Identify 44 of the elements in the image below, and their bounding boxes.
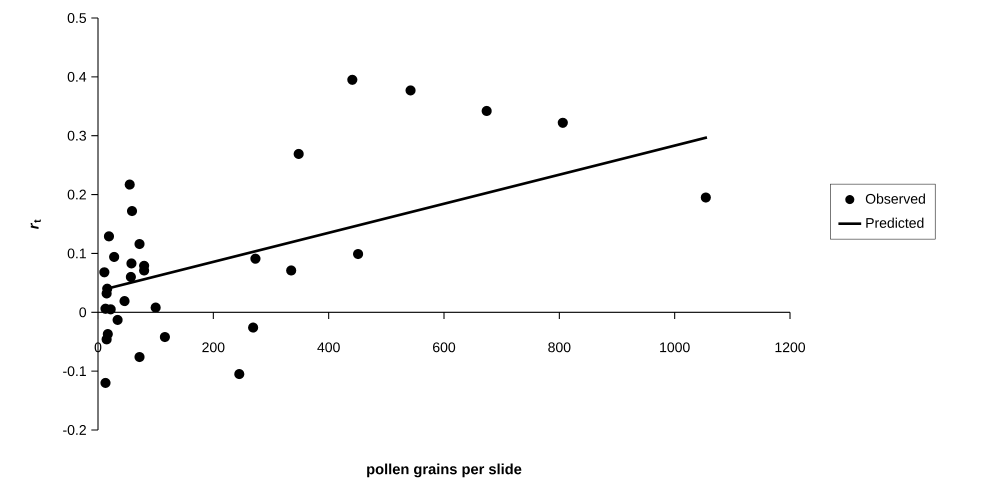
legend-label: Predicted — [866, 218, 924, 228]
y-tick-label: 0.1 — [68, 248, 86, 258]
point — [700, 192, 711, 203]
point — [347, 74, 358, 85]
point — [482, 106, 492, 116]
y-tick-label: -0.1 — [63, 366, 86, 376]
y-tick-label: 0.5 — [68, 13, 86, 23]
point — [126, 258, 137, 268]
point — [250, 254, 261, 264]
point — [112, 314, 123, 326]
point — [134, 238, 145, 250]
y-tick-label: -0.2 — [63, 425, 86, 435]
y-tick-label: 0 — [79, 307, 86, 318]
point — [294, 148, 304, 160]
legend-label: Observed — [866, 194, 925, 204]
x-tick-label: 1200 — [776, 342, 806, 352]
point — [234, 369, 244, 380]
x-axis-title: pollen grains per slide — [367, 464, 522, 478]
point — [405, 85, 416, 96]
x-tick-label: 1000 — [660, 342, 690, 352]
y-tick-label: 0.2 — [68, 190, 86, 200]
point — [99, 267, 110, 278]
point — [353, 248, 364, 260]
x-tick-label: 800 — [548, 342, 570, 352]
point — [126, 272, 136, 282]
point — [150, 302, 161, 313]
x-tick-label: 200 — [202, 342, 224, 352]
point — [558, 118, 568, 128]
y-tick-label: 0.3 — [68, 130, 86, 141]
point — [104, 231, 114, 242]
point — [126, 206, 138, 216]
point — [109, 252, 120, 262]
point — [134, 352, 145, 362]
point — [119, 296, 130, 306]
point — [102, 334, 112, 344]
x-tick-label: 600 — [433, 342, 456, 352]
x-tick-label: 400 — [317, 342, 340, 352]
point — [100, 378, 111, 388]
point — [160, 332, 170, 342]
point — [124, 179, 135, 190]
point — [286, 265, 296, 276]
y-axis-title: r$_{t}$ — [30, 220, 41, 229]
y-tick-label: 0.4 — [68, 72, 86, 82]
point — [248, 322, 258, 333]
